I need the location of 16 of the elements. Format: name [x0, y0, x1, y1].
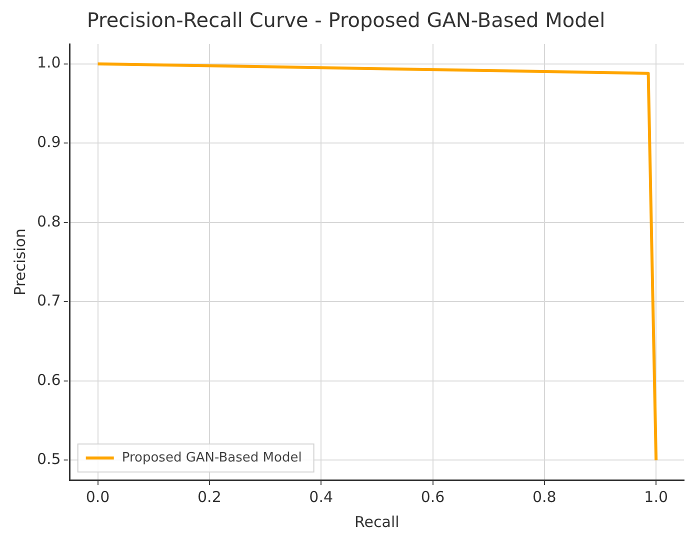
x-tick-label: 1.0: [644, 488, 668, 506]
y-tick-label: 0.5: [36, 450, 61, 468]
x-tick-label: 0.6: [420, 488, 445, 506]
x-tick-label: 0.2: [198, 488, 222, 506]
y-tick-label: 0.9: [36, 132, 61, 151]
x-tick-label: 0.8: [532, 488, 556, 506]
chart-title: Precision-Recall Curve - Proposed GAN-Based Model: [86, 8, 606, 32]
y-tick-label: 0.7: [36, 292, 61, 310]
legend-label: Proposed GAN-Based Model: [122, 450, 302, 466]
y-tick-label: 0.8: [36, 212, 61, 230]
x-tick-label: 0.4: [309, 488, 334, 506]
y-axis-title: Precision: [10, 228, 29, 296]
y-tick-label: 1.0: [36, 54, 61, 72]
y-tick-label: 0.6: [36, 370, 61, 389]
x-axis-title: Recall: [354, 512, 400, 531]
x-tick-label: 0.0: [86, 488, 110, 506]
